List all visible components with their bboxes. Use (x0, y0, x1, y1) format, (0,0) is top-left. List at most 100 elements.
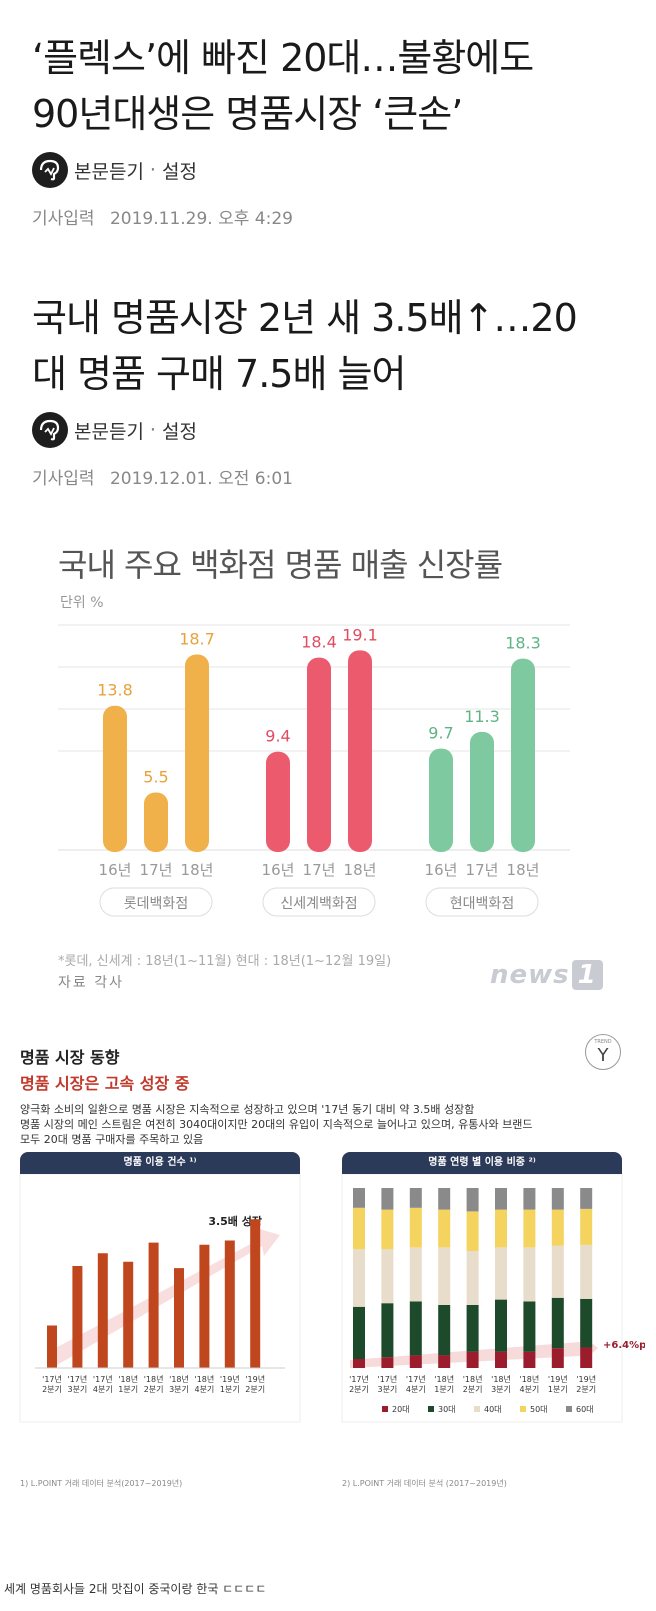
body-line: 모두 20대 명품 구매자를 주목하고 있음 (20, 1133, 204, 1146)
speaker-icon[interactable] (32, 152, 68, 188)
year-tick-label: 18년 (507, 861, 540, 879)
legend-label: 50대 (530, 1405, 548, 1414)
quarter-tick-year: '18년 (169, 1374, 189, 1384)
group-label: 현대백화점 (450, 896, 514, 912)
stack-segment-50대 (495, 1209, 507, 1248)
year-tick-label: 16년 (425, 861, 458, 879)
legend-label: 40대 (484, 1405, 502, 1414)
settings-button[interactable]: 설정 (161, 160, 197, 183)
speaker-icon[interactable] (32, 412, 68, 448)
group-label: 롯데백화점 (124, 896, 188, 912)
quarter-tick-year: '18년 (463, 1374, 483, 1384)
stack-segment-20대 (523, 1351, 536, 1368)
quarter-tick-year: '18년 (520, 1374, 540, 1384)
right-panel-title: 명품 연령 별 이용 비중 ²⁾ (342, 1152, 622, 1174)
article-1-headline[interactable]: ‘플렉스’에 빠진 20대…불황에도 90년대생은 명품시장 ‘큰손’ (32, 30, 632, 142)
legend-swatch-40대 (474, 1406, 480, 1412)
quarter-tick-quarter: 2분기 (576, 1385, 596, 1394)
bar-현대백화점-16년 (429, 748, 453, 852)
screenshot-page: ‘플렉스’에 빠진 20대…불황에도 90년대생은 명품시장 ‘큰손’ 본문듣기… (19, 30, 645, 1488)
logo-box: 1 (571, 960, 603, 990)
report-body: 양극화 소비의 일환으로 명품 시장은 지속적으로 성장하고 있으며 '17년 … (20, 1102, 560, 1147)
quarter-tick-year: '17년 (68, 1374, 88, 1384)
body-line: 양극화 소비의 일환으로 명품 시장은 지속적으로 성장하고 있으며 '17년 … (20, 1103, 475, 1116)
left-panel-note: 1) L.POINT 거래 데이터 분석(2017~2019년) (20, 1479, 183, 1488)
quarter-tick-quarter: 1분기 (548, 1385, 568, 1394)
chart-footnote: *롯데, 신세계 : 18년(1~11월) 현대 : 18년(1~12월 19일… (58, 954, 392, 969)
article-2: 국내 명품시장 2년 새 3.5배↑…20 대 명품 구매 7.5배 늘어 본문… (32, 290, 632, 489)
quarter-tick-year: '17년 (406, 1374, 426, 1384)
stack-segment-40대 (409, 1247, 422, 1302)
headline-line: 90년대생은 명품시장 ‘큰손’ (32, 92, 463, 136)
value-label: 19.1 (342, 625, 378, 644)
year-tick-label: 17년 (466, 861, 499, 879)
quarter-tick-year: '19년 (576, 1374, 596, 1384)
headline-line: 국내 명품시장 2년 새 3.5배↑…20 (32, 296, 578, 340)
value-label: 18.3 (505, 634, 541, 653)
legend-swatch-60대 (566, 1406, 572, 1412)
headline-line: 대 명품 구매 7.5배 늘어 (32, 352, 406, 396)
quarter-tick-quarter: 2분기 (245, 1385, 265, 1394)
news1-logo: news 1 (490, 960, 603, 990)
report-title: 명품 시장 동향 (20, 1048, 120, 1067)
stack-segment-30대 (523, 1301, 536, 1352)
quarter-tick-quarter: 2분기 (349, 1385, 369, 1394)
stack-segment-30대 (580, 1298, 593, 1348)
stack-segment-30대 (438, 1305, 451, 1356)
badge-small-text: TREND (594, 1039, 612, 1045)
stack-segment-20대 (580, 1347, 593, 1368)
article-2-headline[interactable]: 국내 명품시장 2년 새 3.5배↑…20 대 명품 구매 7.5배 늘어 (32, 290, 632, 402)
group-label-pill (99, 887, 213, 917)
chart-title: 국내 주요 백화점 명품 매출 신장률 (58, 546, 503, 584)
stack-segment-20대 (409, 1355, 422, 1368)
usage-bar (250, 1219, 261, 1368)
legend-label: 30대 (438, 1405, 456, 1414)
stack-segment-50대 (551, 1209, 564, 1246)
bar-현대백화점-18년 (511, 658, 535, 852)
listen-button[interactable]: 본문듣기 (74, 160, 144, 183)
quarter-tick-year: '17년 (378, 1374, 398, 1384)
stack-segment-60대 (466, 1188, 479, 1212)
stack-segment-40대 (381, 1249, 394, 1304)
legend-swatch-20대 (382, 1406, 388, 1412)
bar-롯데백화점-16년 (103, 705, 127, 852)
legend-label: 60대 (576, 1405, 594, 1414)
bar-신세계백화점-17년 (307, 657, 331, 852)
quarter-tick-quarter: 2분기 (463, 1385, 483, 1394)
stack-segment-60대 (580, 1188, 593, 1209)
stack-segment-20대 (381, 1357, 394, 1368)
quarter-tick-quarter: 3분기 (491, 1385, 511, 1394)
year-tick-label: 17년 (303, 861, 336, 879)
stack-segment-30대 (466, 1305, 479, 1352)
listen-row: 본문듣기 · 설정 (32, 410, 632, 450)
quarter-tick-quarter: 4분기 (194, 1385, 214, 1394)
stack-segment-20대 (353, 1359, 365, 1368)
stack-segment-20대 (466, 1351, 479, 1368)
stack-segment-50대 (381, 1209, 394, 1250)
quarter-tick-quarter: 1분기 (118, 1385, 138, 1394)
quarter-tick-year: '18년 (195, 1374, 215, 1384)
quarter-tick-quarter: 2분기 (42, 1385, 62, 1394)
quarter-tick-quarter: 4분기 (406, 1385, 426, 1394)
group-label-pill (262, 887, 376, 917)
stack-segment-30대 (551, 1297, 564, 1349)
listen-button[interactable]: 본문듣기 (74, 420, 144, 443)
stack-segment-60대 (409, 1188, 422, 1208)
quarter-tick-quarter: 3분기 (377, 1385, 397, 1394)
usage-bar (199, 1244, 210, 1368)
legend-swatch-50대 (520, 1406, 526, 1412)
group-label-pill (425, 887, 539, 917)
logo-text: news (490, 960, 570, 990)
body-line: 명품 시장의 메인 스트림은 여전히 3040대이지만 20대의 유입이 지속적… (20, 1118, 533, 1131)
year-tick-label: 16년 (99, 861, 132, 879)
settings-button[interactable]: 설정 (161, 420, 197, 443)
quarter-tick-year: '19년 (220, 1374, 240, 1384)
date-label: 기사입력 (32, 469, 95, 489)
separator-dot: · (149, 419, 156, 441)
growth-annotation: 3.5배 성장 (208, 1214, 262, 1228)
stack-segment-60대 (381, 1188, 394, 1210)
date-value: 2019.12.01. 오전 6:01 (109, 469, 293, 489)
date-value: 2019.11.29. 오후 4:29 (109, 209, 293, 229)
stack-segment-20대 (438, 1355, 451, 1368)
